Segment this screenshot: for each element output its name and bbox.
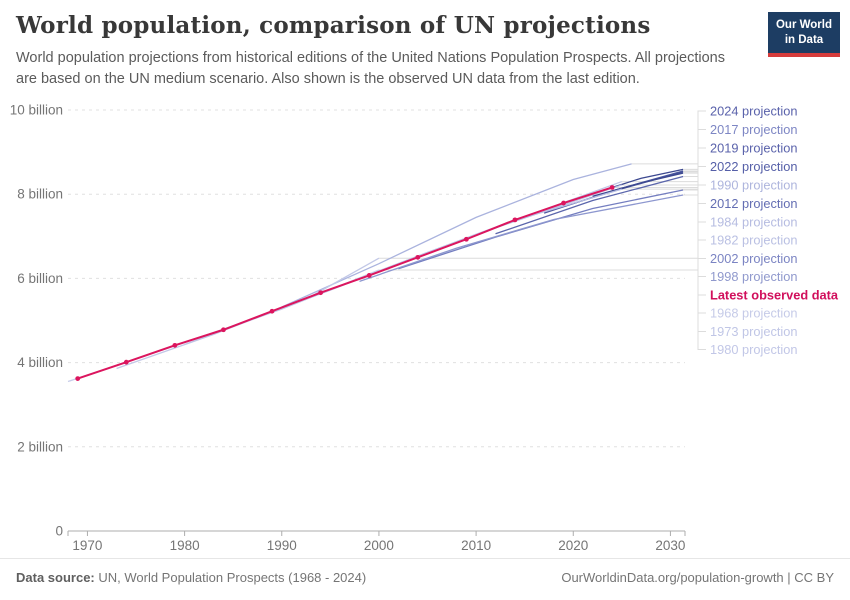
- y-axis-tick-label: 2 billion: [17, 439, 63, 454]
- x-axis-tick-label: 2010: [461, 538, 491, 553]
- legend-label-2024-projection[interactable]: 2024 projection: [710, 104, 798, 119]
- chart-header: World population, comparison of UN proje…: [16, 12, 750, 90]
- data-source-text: UN, World Population Prospects (1968 - 2…: [94, 570, 367, 585]
- y-axis-tick-label: 8 billion: [17, 187, 63, 202]
- observed-data-point[interactable]: [269, 308, 275, 314]
- legend-connector: [612, 186, 706, 296]
- chart-subtitle: World population projections from histor…: [16, 50, 725, 88]
- legend-connector: [621, 184, 706, 241]
- attribution-link[interactable]: OurWorldinData.org/population-growth | C…: [561, 570, 834, 585]
- legend-label-1973-projection[interactable]: 1973 projection: [710, 324, 798, 339]
- line-chart-canvas: 0 2 billion 4 billion 6 billion 8 billion 10 …: [10, 103, 839, 554]
- series-line-2002-projection[interactable]: [398, 189, 684, 270]
- legend-connector: [683, 189, 706, 259]
- series-line-latest-observed-data[interactable]: [77, 186, 613, 380]
- owid-logo[interactable]: Our World in Data: [768, 12, 840, 57]
- legend-label-1982-projection[interactable]: 1982 projection: [710, 233, 798, 248]
- observed-data-point[interactable]: [512, 217, 518, 223]
- series-line-2022-projection[interactable]: [592, 172, 684, 197]
- observed-data-point[interactable]: [123, 359, 129, 365]
- series-line-1998-projection[interactable]: [359, 194, 684, 282]
- y-axis-tick-label: 10 billion: [10, 103, 63, 118]
- legend-label-1980-projection[interactable]: 1980 projection: [710, 342, 798, 357]
- chart-area: 0 2 billion 4 billion 6 billion 8 billion 10 …: [0, 100, 850, 558]
- chart-footer: Data source: UN, World Population Prospe…: [0, 558, 850, 600]
- x-axis-tick-label: 2030: [655, 538, 685, 553]
- owid-logo-line1: Our World: [775, 19, 832, 31]
- observed-data-point[interactable]: [75, 376, 81, 381]
- legend-label-1968-projection[interactable]: 1968 projection: [710, 306, 798, 321]
- legend-label-latest-observed-data[interactable]: Latest observed data: [710, 288, 839, 303]
- series-line-2012-projection[interactable]: [495, 175, 684, 235]
- legend-connector: [683, 110, 706, 170]
- x-axis-tick-label: 1990: [267, 538, 297, 553]
- observed-data-point[interactable]: [221, 327, 226, 333]
- legend-connector: [683, 147, 706, 173]
- x-axis-tick-label: 1970: [72, 538, 102, 553]
- legend-label-1990-projection[interactable]: 1990 projection: [710, 178, 798, 193]
- x-axis-tick-label: 2020: [558, 538, 588, 553]
- series-line-1968-projection[interactable]: [67, 269, 380, 383]
- legend-label-2012-projection[interactable]: 2012 projection: [710, 196, 798, 211]
- observed-data-point[interactable]: [415, 254, 421, 260]
- legend-label-2002-projection[interactable]: 2002 projection: [710, 251, 798, 266]
- x-axis-tick-label: 1980: [170, 538, 200, 553]
- legend-label-2017-projection[interactable]: 2017 projection: [710, 122, 798, 137]
- data-source-label: Data source:: [16, 570, 95, 585]
- observed-data-point[interactable]: [366, 273, 372, 278]
- legend-connector: [631, 163, 706, 186]
- observed-data-point[interactable]: [609, 185, 615, 190]
- observed-data-point[interactable]: [172, 342, 178, 348]
- page-title: World population, comparison of UN proje…: [16, 12, 651, 39]
- observed-data-point[interactable]: [463, 236, 469, 242]
- series-line-1990-projection[interactable]: [281, 163, 632, 308]
- observed-data-point[interactable]: [318, 290, 324, 296]
- legend-connector: [378, 269, 706, 314]
- legend-connector: [621, 181, 706, 350]
- x-axis-tick-label: 2000: [364, 538, 394, 553]
- legend-label-2019-projection[interactable]: 2019 projection: [710, 141, 798, 156]
- legend-connector: [683, 129, 706, 172]
- data-source-note: Data source: UN, World Population Prospe…: [16, 570, 366, 600]
- legend-label-2022-projection[interactable]: 2022 projection: [710, 159, 798, 174]
- legend-connector: [683, 194, 706, 277]
- legend-label-1984-projection[interactable]: 1984 projection: [710, 215, 798, 230]
- owid-logo-line2: in Data: [784, 33, 824, 46]
- legend-connector: [378, 257, 706, 332]
- y-axis-tick-label: 0: [55, 524, 63, 539]
- observed-data-point[interactable]: [561, 200, 566, 206]
- y-axis-tick-label: 6 billion: [17, 271, 63, 286]
- series-line-2024-projection[interactable]: [611, 168, 684, 189]
- y-axis-tick-label: 4 billion: [17, 355, 63, 370]
- legend-label-1998-projection[interactable]: 1998 projection: [710, 269, 798, 284]
